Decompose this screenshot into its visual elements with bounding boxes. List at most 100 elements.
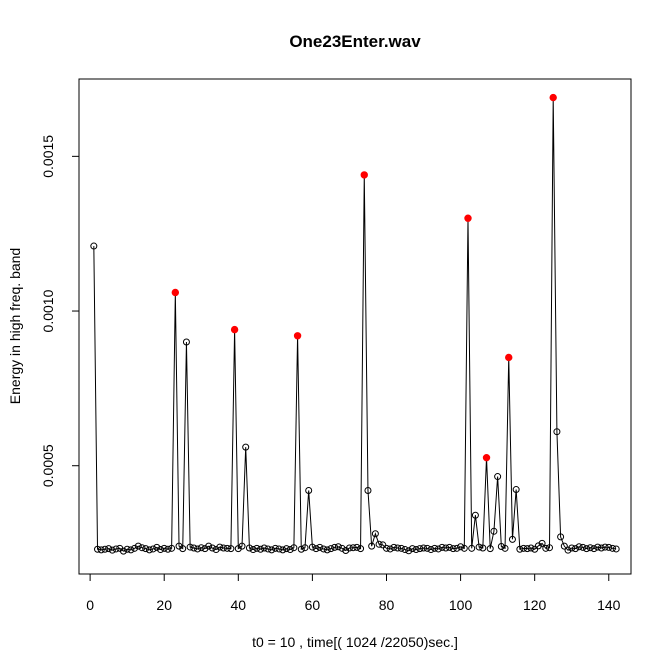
data-point: [371, 530, 379, 538]
data-point: [457, 543, 465, 551]
x-tick-label: 120: [523, 597, 547, 613]
data-point: [105, 545, 113, 553]
chart-title: One23Enter.wav: [289, 32, 421, 51]
data-point: [275, 545, 283, 553]
data-point: [323, 546, 331, 554]
data-point: [557, 533, 565, 541]
data-point: [238, 542, 246, 550]
x-tick-label: 0: [86, 597, 94, 613]
data-point: [538, 539, 546, 547]
data-point: [553, 428, 561, 436]
data-point: [375, 540, 383, 548]
data-point: [253, 544, 261, 552]
data-point: [586, 544, 594, 552]
data-point: [219, 544, 227, 552]
y-axis: 0.0005 0.0010 0.0015: [40, 135, 80, 487]
data-point: [394, 544, 402, 552]
data-point: [97, 546, 105, 554]
data-point: [290, 544, 298, 552]
data-point: [564, 546, 572, 554]
data-point: [468, 544, 476, 552]
x-axis: 0 20 40 60 80 100 120 140: [86, 573, 621, 613]
data-point: [612, 545, 620, 553]
data-point: [142, 545, 150, 553]
data-point: [445, 543, 453, 551]
data-point: [442, 544, 450, 552]
x-tick-label: 20: [156, 597, 172, 613]
x-tick-label: 140: [597, 597, 621, 613]
x-tick-label: 40: [231, 597, 247, 613]
data-point: [160, 544, 168, 552]
data-point: [245, 544, 253, 552]
data-point: [608, 544, 616, 552]
peak-point: [360, 171, 368, 179]
data-point: [486, 545, 494, 553]
data-point: [90, 242, 98, 250]
data-point: [520, 544, 528, 552]
data-point: [390, 543, 398, 551]
data-point: [453, 544, 461, 552]
y-axis-label: Energy in high freq. band: [7, 248, 23, 404]
data-point: [271, 544, 279, 552]
data-point: [131, 544, 139, 552]
data-point: [186, 543, 194, 551]
peak-point: [171, 288, 180, 297]
data-point: [357, 545, 365, 553]
y-tick-label: 0.0010: [40, 289, 56, 332]
data-point: [575, 543, 583, 551]
data-point: [108, 546, 116, 554]
data-point: [260, 544, 268, 552]
data-point: [423, 544, 431, 552]
data-point: [316, 543, 324, 551]
data-point: [368, 542, 376, 550]
data-point: [301, 544, 309, 552]
data-point: [546, 544, 553, 552]
data-point: [182, 338, 190, 346]
data-point: [583, 545, 591, 553]
data-point: [542, 544, 550, 552]
data-point: [138, 544, 146, 552]
data-point: [338, 544, 346, 552]
data-point: [523, 545, 531, 553]
data-point: [149, 545, 157, 553]
data-point: [345, 544, 353, 552]
data-point: [264, 545, 272, 553]
data-point: [434, 545, 442, 553]
x-tick-label: 80: [379, 597, 395, 613]
data-point: [227, 545, 235, 553]
data-point: [412, 546, 420, 554]
data-point: [297, 545, 305, 553]
data-point: [382, 544, 390, 552]
data-point: [475, 543, 483, 551]
data-point: [101, 545, 109, 553]
peak-point: [293, 332, 302, 340]
data-point: [479, 544, 487, 552]
data-point: [112, 545, 120, 553]
data-point: [305, 486, 313, 494]
data-point: [568, 544, 576, 552]
data-point: [249, 546, 257, 554]
data-line: [93, 97, 617, 552]
data-point: [194, 545, 202, 553]
data-point: [308, 543, 316, 551]
data-point: [312, 545, 320, 553]
series-line: [93, 97, 617, 552]
data-point: [560, 542, 568, 550]
data-point: [320, 545, 328, 553]
data-point: [119, 547, 127, 555]
data-point: [94, 545, 102, 553]
data-point: [153, 543, 161, 551]
data-point: [431, 544, 439, 552]
data-point: [416, 545, 424, 553]
data-point: [386, 545, 394, 553]
data-point: [516, 545, 524, 553]
data-point: [268, 546, 276, 554]
data-point: [405, 547, 413, 555]
data-point: [164, 545, 172, 553]
peak-point: [230, 325, 239, 334]
data-point: [327, 545, 335, 553]
data-point: [216, 543, 224, 551]
data-point: [460, 544, 468, 552]
data-point: [497, 542, 505, 550]
